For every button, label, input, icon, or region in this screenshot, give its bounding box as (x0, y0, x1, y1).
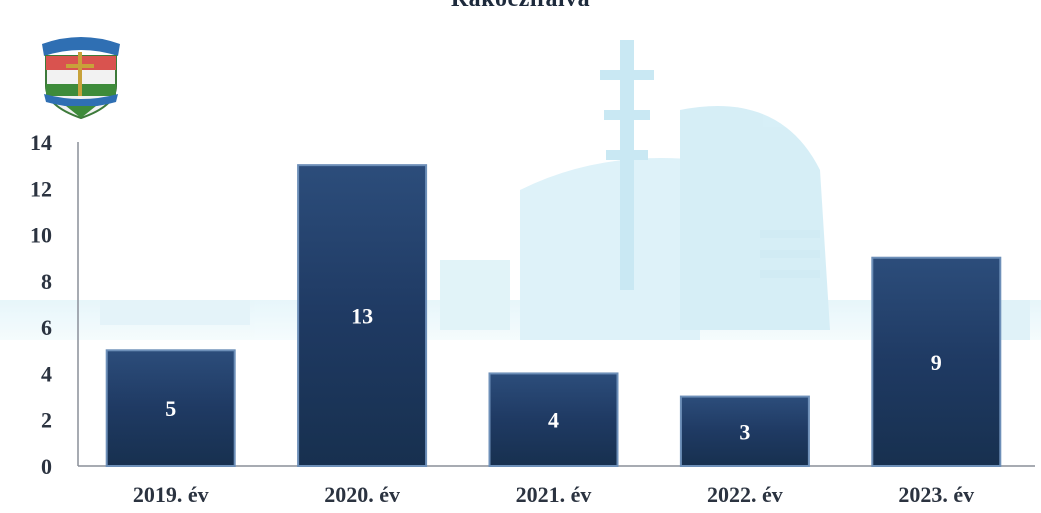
y-tick-label: 2 (41, 408, 52, 433)
y-tick-label: 14 (30, 130, 52, 155)
bar-value-label: 5 (165, 396, 176, 421)
x-category-label: 2023. év (898, 482, 974, 507)
x-category-label: 2021. év (516, 482, 592, 507)
town-coat-of-arms-logo (42, 37, 120, 120)
y-tick-label: 10 (30, 223, 52, 248)
y-tick-label: 8 (41, 269, 52, 294)
bar-5 (871, 256, 1002, 468)
y-tick-labels: 0 2 4 6 8 10 12 14 (30, 130, 52, 479)
bar-4 (679, 395, 810, 468)
x-category-label: 2020. év (324, 482, 400, 507)
bar-value-label: 13 (351, 304, 373, 329)
category-labels: 2019. év 2020. év 2021. év 2022. év 2023. év (133, 482, 974, 507)
bar-value-label: 3 (739, 419, 750, 444)
y-tick-label: 4 (41, 361, 52, 386)
chart-title: Rákóczifalva (0, 0, 1041, 13)
bar-2 (297, 164, 428, 467)
bar-value-label: 4 (548, 408, 559, 433)
bar-1 (105, 349, 236, 467)
y-tick-label: 6 (41, 315, 52, 340)
y-tick-label: 12 (30, 176, 52, 201)
x-category-label: 2019. év (133, 482, 209, 507)
bar-3 (488, 372, 619, 467)
background-building-art (0, 40, 1041, 340)
bar-value-labels: 5 13 4 3 9 (165, 304, 942, 445)
y-tick-label: 0 (41, 454, 52, 479)
bars (105, 164, 1002, 468)
x-category-label: 2022. év (707, 482, 783, 507)
bar-value-label: 9 (931, 350, 942, 375)
